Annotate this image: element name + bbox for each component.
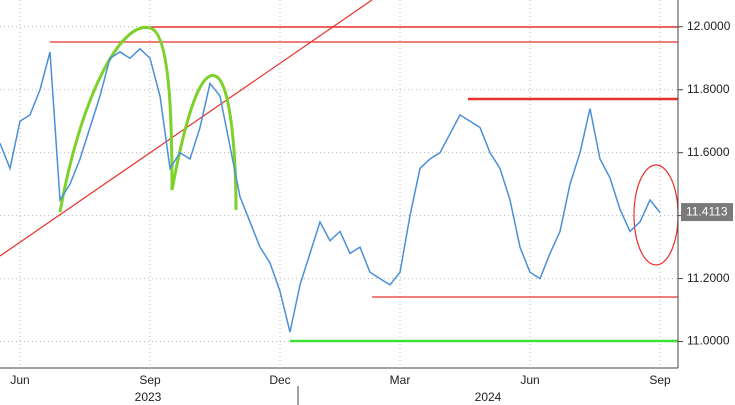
arc: [58, 26, 174, 213]
y-tick-label: 11.8000: [687, 82, 730, 96]
y-tick-label: 11.2000: [687, 271, 730, 285]
y-tick-label: 11.6000: [687, 145, 730, 159]
year-label: 2023: [135, 390, 162, 404]
highlight-ellipse: [633, 164, 679, 266]
x-tick-label: Jun: [520, 373, 539, 387]
x-tick-label: Mar: [390, 373, 411, 387]
x-tick-label: Sep: [139, 373, 161, 387]
grid: [0, 0, 678, 368]
x-tick-label: Sep: [649, 373, 671, 387]
price-line: [0, 47, 661, 333]
annotations: [0, 0, 679, 343]
year-label: 2024: [475, 390, 502, 404]
x-tick-label: Dec: [269, 373, 290, 387]
y-tick-label: 12.0000: [687, 19, 731, 33]
arc: [170, 74, 238, 211]
last-value-label: 11.4113: [686, 204, 728, 218]
last-value-badge: [681, 203, 733, 222]
y-tick-label: 11.0000: [687, 334, 730, 348]
x-tick-label: Jun: [10, 373, 29, 387]
